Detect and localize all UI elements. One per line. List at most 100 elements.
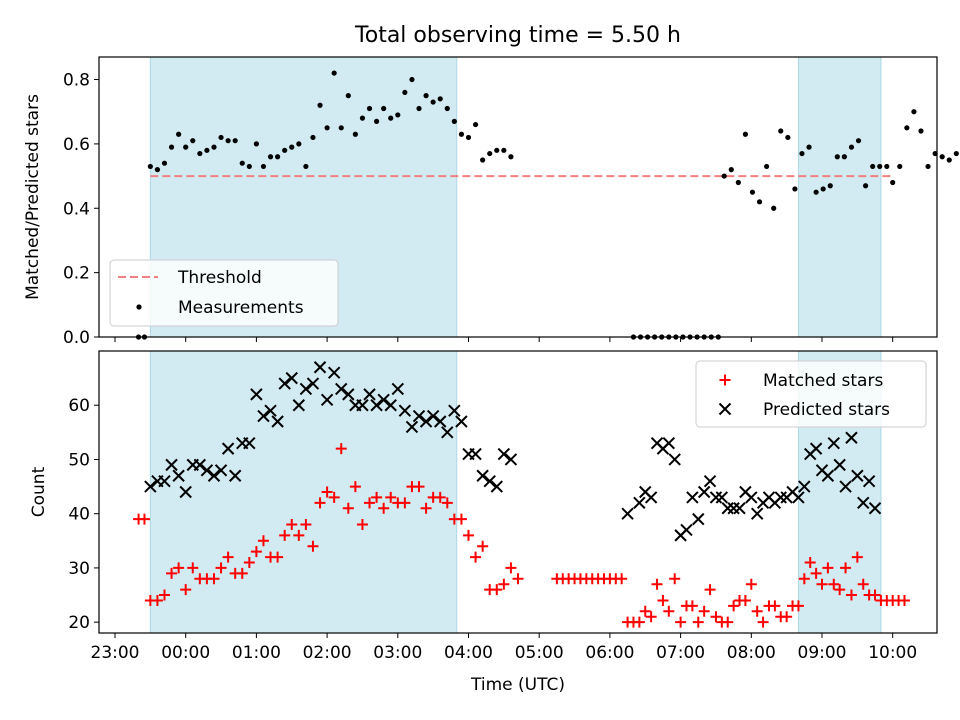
matched-star-point [739,594,751,606]
measurement-point [501,147,507,153]
measurement-point [841,154,847,160]
predicted-star-point [857,496,870,510]
matched-star-point [639,605,651,617]
x-tick-label: 04:00 [444,643,493,663]
matched-star-point [180,584,192,596]
measurement-point [778,128,784,134]
legend-predicted-marker [718,402,732,416]
predicted-star-point [868,502,882,515]
matched-star-point [728,600,740,612]
y-tick-label: 30 [68,559,90,579]
x-tick-label: 23:00 [91,643,140,663]
matched-star-point [651,578,663,590]
matched-star-point [413,481,425,493]
matched-star-point [657,594,669,606]
matched-star-point [675,616,687,628]
predicted-star-point [455,415,468,428]
predicted-star-point [821,469,835,482]
predicted-star-point [792,491,805,504]
predicted-star-point [497,447,511,461]
matched-star-point [463,529,474,541]
measurement-point [953,150,959,157]
predicted-star-point [200,464,214,477]
legend: Matched stars Predicted stars [695,360,927,428]
measurement-point [742,131,749,137]
predicted-star-point [827,436,840,450]
matched-star-point [491,584,503,596]
matched-star-point [512,573,524,585]
measurement-point [904,125,910,131]
x-tick-label: 06:00 [585,643,634,663]
matched-star-point [335,443,347,455]
predicted-star-point [774,491,787,504]
matched-star-point [356,519,368,531]
matched-star-point [455,513,467,525]
measurement-point [161,160,168,166]
x-tick-label: 05:00 [515,643,564,663]
matched-star-point [498,578,510,590]
matched-star-point [208,573,220,585]
measurement-point [834,154,840,160]
measurement-point [147,163,153,170]
y-axis-label: Count [29,466,49,517]
matched-star-point [633,616,645,628]
measurement-point [395,112,401,118]
legend-measurements-marker [136,304,142,310]
predicted-star-point [179,485,192,499]
measurement-point [764,163,770,170]
predicted-star-point [703,474,717,488]
predicted-star-point [426,409,440,423]
matched-star-point [441,497,453,509]
predicted-star-point [419,415,433,428]
measurement-point [792,186,798,192]
measurement-point [855,138,862,144]
x-tick-label: 09:00 [798,643,847,663]
predicted-star-point [158,474,171,488]
predicted-star-point [363,388,376,401]
y-tick-label: 60 [68,396,90,416]
matched-star-point [645,611,657,623]
matched-star-point [272,551,284,563]
predicted-star-point [165,458,178,472]
y-tick-label: 20 [68,613,90,633]
measurement-point [253,141,259,147]
legend-box [695,360,927,428]
measurement-point [848,144,855,150]
measurement-point [735,179,741,186]
predicted-star-point [271,415,284,428]
measurement-point [771,205,777,211]
measurement-point [918,128,924,134]
y-axis-label: Matched/Predicted stars [23,94,43,300]
measurement-point [381,105,387,112]
measurement-point [282,147,288,153]
shaded-interval [149,350,458,634]
matched-star-point [173,562,185,574]
predicted-star-point [285,371,298,385]
matched-star-point [722,616,734,628]
measurement-point [402,89,408,96]
matched-star-point [781,611,793,623]
measurement-point [289,144,295,150]
measurement-point [260,163,267,170]
measurement-point [890,179,896,186]
predicted-star-point [377,393,390,407]
legend-box [109,259,339,327]
measurement-point [458,131,465,137]
matched-star-point [342,502,354,514]
measurement-point [176,131,182,137]
legend: Threshold Measurements [109,259,339,327]
predicted-star-point [356,399,369,412]
matched-star-point [243,557,255,568]
measurement-point [472,121,479,128]
matched-star-point [250,546,262,558]
y-tick-label: 40 [68,505,90,525]
predicted-star-point [327,366,341,379]
predicted-star-point [721,502,734,515]
matched-star-point [769,600,781,612]
matched-star-point [845,589,857,601]
matched-star-point [698,605,710,617]
measurement-point [275,154,281,160]
predicted-star-point [680,523,693,537]
x-tick-label: 10:00 [868,643,917,663]
